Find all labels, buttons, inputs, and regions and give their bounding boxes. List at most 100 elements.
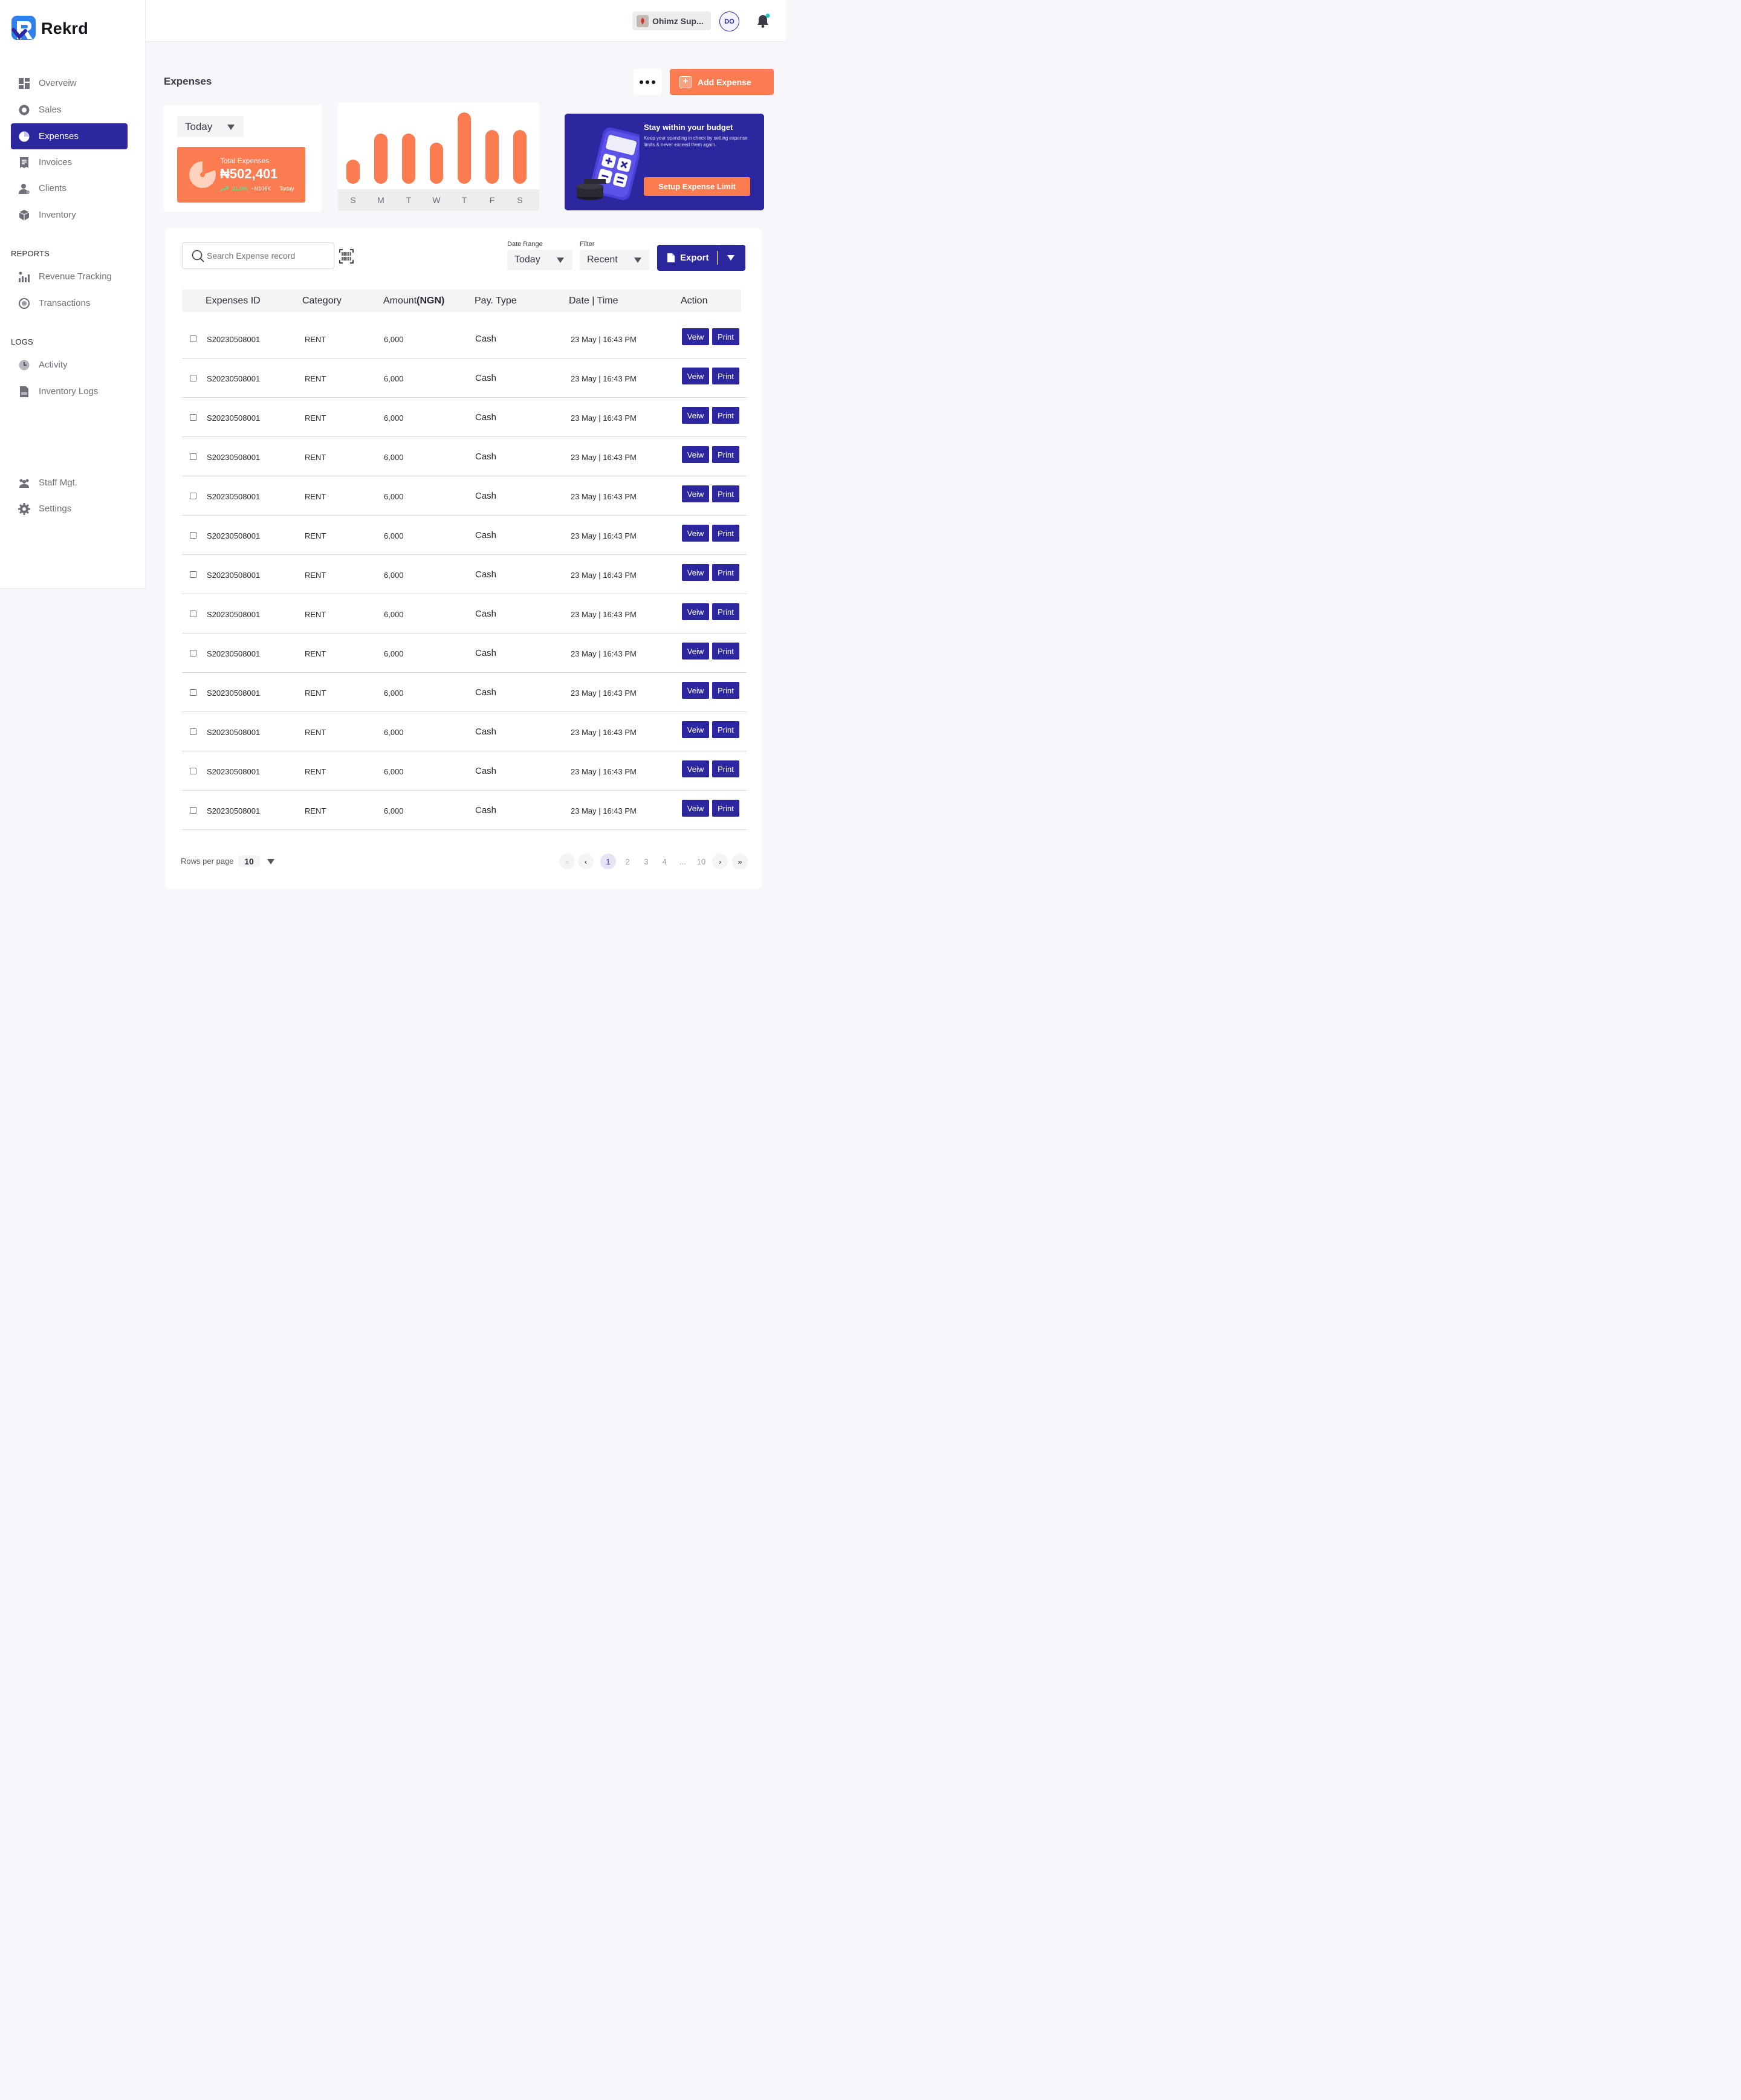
print-button[interactable]: Print — [712, 328, 739, 345]
next-page-button[interactable]: › — [712, 854, 728, 869]
chart-bar — [374, 134, 387, 184]
row-checkbox[interactable] — [190, 768, 196, 774]
sidebar-item-overveiw[interactable]: Overveiw — [11, 70, 128, 96]
sidebar-item-sales[interactable]: Sales — [11, 97, 128, 123]
expense-id: S20230508001 — [207, 610, 261, 619]
search-box[interactable] — [182, 242, 334, 269]
row-checkbox[interactable] — [190, 689, 196, 696]
sidebar-item-invoices[interactable]: Invoices — [11, 149, 128, 175]
print-button[interactable]: Print — [712, 407, 739, 424]
expense-id: S20230508001 — [207, 649, 261, 658]
search-input[interactable] — [207, 251, 328, 261]
row-checkbox[interactable] — [190, 807, 196, 814]
add-expense-button[interactable]: + Add Expense — [670, 69, 774, 95]
row-checkbox[interactable] — [190, 335, 196, 342]
activity-icon — [18, 359, 30, 371]
print-button[interactable]: Print — [712, 800, 739, 817]
view-button[interactable]: Veiw — [682, 643, 709, 659]
last-page-button[interactable]: » — [732, 854, 748, 869]
rows-per-page-select[interactable]: 10 — [238, 855, 260, 867]
page-2-button[interactable]: 2 — [625, 857, 630, 866]
print-button[interactable]: Print — [712, 603, 739, 620]
expense-category: RENT — [305, 492, 326, 501]
row-checkbox[interactable] — [190, 571, 196, 578]
page-10-button[interactable]: 10 — [696, 857, 706, 866]
trend-up-icon — [220, 186, 229, 192]
period-select[interactable]: Today — [177, 116, 244, 137]
view-button[interactable]: Veiw — [682, 800, 709, 817]
page-3-button[interactable]: 3 — [644, 857, 649, 866]
sidebar-item-transactions[interactable]: Transactions — [11, 290, 128, 316]
export-button[interactable]: Export — [657, 245, 745, 271]
setup-expense-limit-button[interactable]: Setup Expense Limit — [644, 177, 750, 196]
header-id: Expenses ID — [206, 296, 261, 306]
expense-category: RENT — [305, 728, 326, 737]
table-row: S20230508001 RENT 6,000 Cash 23 May | 16:43 … — [182, 319, 747, 358]
view-button[interactable]: Veiw — [682, 407, 709, 424]
expense-id: S20230508001 — [207, 728, 261, 737]
sidebar-item-activity[interactable]: Activity — [11, 352, 128, 378]
row-checkbox[interactable] — [190, 532, 196, 539]
view-button[interactable]: Veiw — [682, 368, 709, 384]
sidebar-item-inventory[interactable]: Inventory — [11, 202, 128, 228]
row-checkbox[interactable] — [190, 493, 196, 499]
table-row: S20230508001 RENT 6,000 Cash 23 May | 16:43 … — [182, 476, 747, 516]
expense-pay-type: Cash — [475, 687, 497, 698]
expense-pay-type: Cash — [475, 569, 497, 580]
view-button[interactable]: Veiw — [682, 328, 709, 345]
row-checkbox[interactable] — [190, 611, 196, 617]
view-button[interactable]: Veiw — [682, 564, 709, 581]
expense-id: S20230508001 — [207, 413, 261, 423]
expense-category: RENT — [305, 689, 326, 698]
row-checkbox[interactable] — [190, 414, 196, 421]
view-button[interactable]: Veiw — [682, 721, 709, 738]
view-button[interactable]: Veiw — [682, 760, 709, 777]
expense-amount: 6,000 — [384, 492, 404, 501]
print-button[interactable]: Print — [712, 760, 739, 777]
date-range-select[interactable]: Today — [507, 250, 572, 270]
print-button[interactable]: Print — [712, 446, 739, 463]
view-button[interactable]: Veiw — [682, 525, 709, 542]
user-avatar[interactable]: DO — [719, 11, 739, 31]
sidebar-item-inventory-logs[interactable]: Inventory Logs — [11, 378, 128, 404]
view-button[interactable]: Veiw — [682, 485, 709, 502]
sidebar-item-settings[interactable]: Settings — [11, 496, 128, 522]
sidebar-item-revenue-tracking[interactable]: Revenue Tracking — [11, 264, 128, 290]
export-dropdown-icon[interactable] — [727, 255, 734, 261]
print-button[interactable]: Print — [712, 682, 739, 699]
row-checkbox[interactable] — [190, 453, 196, 460]
row-checkbox[interactable] — [190, 375, 196, 381]
barcode-scan-icon[interactable] — [339, 249, 354, 264]
print-button[interactable]: Print — [712, 643, 739, 659]
chevron-down-icon[interactable] — [267, 859, 274, 864]
print-button[interactable]: Print — [712, 485, 739, 502]
first-page-button[interactable]: « — [559, 854, 575, 869]
transactions-icon — [18, 297, 30, 309]
view-button[interactable]: Veiw — [682, 682, 709, 699]
sidebar-item-expenses[interactable]: Expenses — [11, 123, 128, 149]
print-button[interactable]: Print — [712, 721, 739, 738]
row-checkbox[interactable] — [190, 728, 196, 735]
notification-bell-icon[interactable] — [756, 13, 770, 29]
prev-page-button[interactable]: ‹ — [578, 854, 594, 869]
sidebar-item-staff-mgt[interactable]: Staff Mgt. — [11, 470, 128, 496]
table-row: S20230508001 RENT 6,000 Cash 23 May | 16:43 … — [182, 437, 747, 476]
more-options-button[interactable] — [634, 69, 661, 95]
sidebar-item-clients[interactable]: Clients — [11, 175, 128, 201]
print-button[interactable]: Print — [712, 368, 739, 384]
expense-date: 23 May | 16:43 PM — [571, 767, 637, 776]
logo[interactable]: Rekrd — [11, 15, 88, 42]
reports-section-title: REPORTS — [11, 249, 50, 258]
store-switcher[interactable]: Ohimz Sup... — [632, 11, 711, 30]
expense-id: S20230508001 — [207, 767, 261, 776]
view-button[interactable]: Veiw — [682, 603, 709, 620]
print-button[interactable]: Print — [712, 525, 739, 542]
print-button[interactable]: Print — [712, 564, 739, 581]
row-checkbox[interactable] — [190, 650, 196, 656]
filter-select[interactable]: Recent — [580, 250, 650, 270]
expenses-icon — [18, 131, 30, 143]
view-button[interactable]: Veiw — [682, 446, 709, 463]
page-1-button[interactable]: 1 — [600, 854, 616, 869]
page-4-button[interactable]: 4 — [662, 857, 667, 866]
expense-amount: 6,000 — [384, 610, 404, 619]
